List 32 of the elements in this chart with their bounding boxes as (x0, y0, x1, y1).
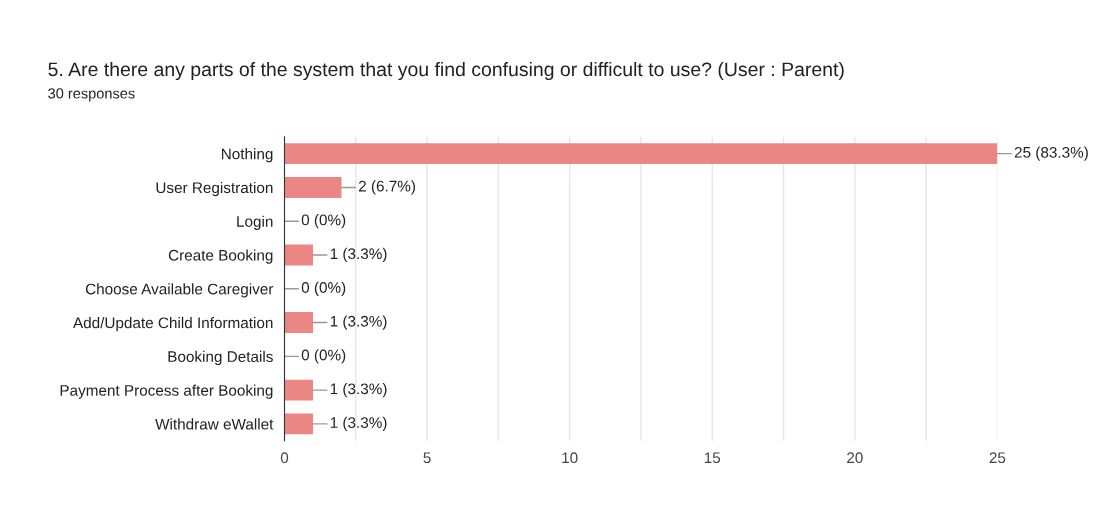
y-tick-label: Add/Update Child Information (73, 317, 273, 332)
y-tick-label: Login (237, 215, 273, 230)
bar (284, 312, 314, 334)
bar (284, 176, 342, 198)
data-label: 0 (0%) (301, 214, 346, 229)
y-tick-label: User Registration (156, 181, 273, 197)
x-tick-label: 20 (847, 452, 863, 464)
text: 30 responses (48, 88, 135, 102)
data-label: 1 (3.3%) (330, 416, 387, 432)
x-tick-label: 5 (423, 452, 431, 464)
y-tick-label: Withdraw eWallet (155, 418, 274, 430)
y-tick-label: Choose Available Caregiver (85, 283, 274, 298)
data-label: 1 (3.3%) (330, 383, 387, 398)
x-tick-label: 15 (704, 452, 721, 464)
data-label: 1 (3.3%) (330, 315, 387, 330)
data-label: 25 (83.3%) (1014, 146, 1088, 161)
x-tick-label: 10 (562, 452, 578, 464)
x-tick-label: 25 (989, 452, 1006, 464)
data-label: 0 (0%) (301, 281, 346, 296)
bar (284, 143, 998, 165)
data-label: 1 (3.3%) (330, 247, 387, 263)
bar (284, 413, 314, 435)
y-tick-label: Booking Details (168, 350, 273, 366)
y-tick-label: Nothing (221, 148, 273, 163)
x-tick-label: 0 (280, 452, 289, 464)
chart-title: 5. Are there any parts of the system that you find confusing or difficult to use? (User : Parent) (48, 61, 844, 81)
data-label: 0 (0%) (301, 349, 346, 364)
bar (284, 379, 314, 401)
y-tick-label: Payment Process after Booking (60, 384, 273, 399)
bar (284, 244, 314, 266)
data-label: 2 (6.7%) (358, 180, 415, 195)
y-tick-label: Create Booking (168, 249, 273, 264)
